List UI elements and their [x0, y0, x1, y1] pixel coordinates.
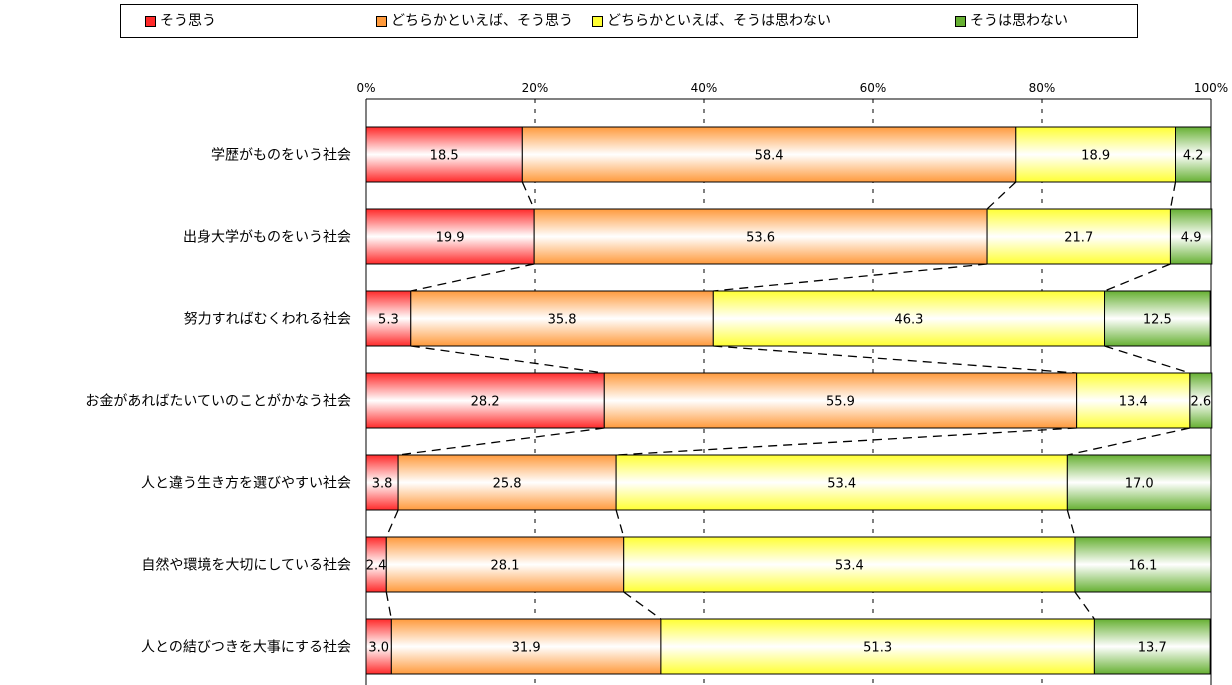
legend-label: どちらかといえば、そう思う — [391, 13, 573, 29]
bar-value-label: 35.8 — [548, 313, 577, 328]
bar-value-label: 28.2 — [471, 395, 500, 410]
bar-value-label: 19.9 — [436, 231, 465, 246]
legend-item-disagree: そうは思わない — [955, 5, 1068, 37]
legend-label: どちらかといえば、そうは思わない — [607, 13, 831, 29]
bar-segment — [410, 290, 714, 347]
category-label: 出身大学がものをいう社会 — [183, 230, 351, 246]
bar-value-label: 13.7 — [1138, 641, 1167, 656]
legend-label: そう思う — [160, 13, 216, 29]
bar-segment — [1076, 372, 1191, 429]
connector-line — [1067, 427, 1191, 456]
bar-segment — [615, 454, 1068, 511]
bar-segment — [365, 618, 392, 675]
bar-value-label: 2.6 — [1191, 395, 1212, 410]
bar-value-label: 17.0 — [1125, 477, 1154, 492]
bar-value-label: 28.1 — [491, 559, 520, 574]
connector-line — [616, 427, 1077, 456]
category-label: 努力すればむくわれる社会 — [184, 312, 351, 328]
category-label: 自然や環境を大切にしている社会 — [141, 557, 351, 574]
bar-segment — [1169, 208, 1213, 265]
connector-line — [986, 181, 1017, 210]
connector-line — [1169, 181, 1177, 210]
bar-value-label: 3.8 — [372, 477, 393, 492]
legend-swatch — [955, 15, 966, 27]
connector-line — [623, 591, 662, 620]
bar-segment — [533, 208, 988, 265]
bar-value-label: 16.1 — [1129, 559, 1158, 574]
bar-value-label: 25.8 — [493, 477, 522, 492]
bar-value-label: 2.4 — [366, 559, 387, 574]
bar-segment — [603, 372, 1078, 429]
connector-line — [398, 427, 605, 456]
x-tick-label: 80% — [1029, 81, 1056, 95]
bar-value-label: 13.4 — [1119, 395, 1148, 410]
x-tick-label: 40% — [691, 81, 718, 95]
bar-value-label: 12.5 — [1143, 313, 1172, 328]
legend-item-strongly-agree: そう思う — [145, 5, 216, 37]
legend-item-somewhat-disagree: どちらかといえば、そうは思わない — [592, 5, 831, 37]
bar-value-label: 53.4 — [835, 559, 864, 574]
x-tick-label: 100% — [1194, 81, 1228, 95]
connector-line — [1104, 263, 1171, 292]
connector-line — [385, 509, 399, 538]
bar-value-label: 55.9 — [826, 395, 855, 410]
bar-segment — [1189, 372, 1213, 429]
connector-line — [713, 345, 1077, 374]
connector-line — [1074, 591, 1095, 620]
connector-line — [385, 591, 392, 620]
bar-segment — [1015, 126, 1177, 183]
bar-value-label: 3.0 — [368, 641, 389, 656]
connector-line — [1104, 345, 1191, 374]
category-label: 人との結びつきを大事にする社会 — [141, 640, 351, 656]
category-label: お金があればたいていのことがかなう社会 — [85, 394, 351, 410]
bar-segment — [660, 618, 1095, 675]
bar-segment — [390, 618, 662, 675]
bar-value-label: 53.6 — [746, 231, 775, 246]
bar-segment — [397, 454, 617, 511]
bar-segment — [1093, 618, 1211, 675]
category-label: 人と違う生き方を選びやすい社会 — [141, 476, 351, 492]
x-tick-label: 0% — [356, 81, 375, 95]
bar-segment — [1104, 290, 1211, 347]
bar-value-label: 4.2 — [1183, 149, 1204, 164]
bar-segment — [385, 536, 625, 593]
x-tick-label: 20% — [522, 81, 549, 95]
bar-segment — [1074, 536, 1212, 593]
bar-segment — [986, 208, 1171, 265]
bar-segment — [365, 372, 605, 429]
connector-line — [713, 263, 988, 292]
bar-segment — [1175, 126, 1212, 183]
connector-line — [615, 509, 625, 538]
connector-line — [410, 345, 605, 374]
legend-swatch — [145, 15, 156, 27]
bar-segment — [623, 536, 1076, 593]
bar-value-label: 58.4 — [755, 149, 784, 164]
bar-segment — [521, 126, 1017, 183]
bar-value-label: 46.3 — [894, 313, 923, 328]
bar-segment — [365, 126, 523, 183]
legend-swatch — [592, 15, 603, 27]
legend-label: そうは思わない — [970, 13, 1068, 29]
connector-line — [1066, 509, 1076, 538]
connector-line — [521, 181, 535, 210]
bar-segment — [365, 454, 399, 511]
bar-value-label: 18.5 — [430, 149, 459, 164]
legend-swatch — [376, 15, 387, 27]
bar-value-label: 53.4 — [827, 477, 856, 492]
x-tick-label: 60% — [860, 81, 887, 95]
bar-segment — [712, 290, 1106, 347]
bar-value-label: 51.3 — [863, 641, 892, 656]
category-label: 学歴がものをいう社会 — [211, 148, 351, 164]
bar-value-label: 31.9 — [512, 641, 541, 656]
bar-value-label: 4.9 — [1181, 231, 1202, 246]
chart-legend: そう思う どちらかといえば、そう思う どちらかといえば、そうは思わない そうは思… — [120, 4, 1138, 38]
bar-value-label: 21.7 — [1064, 231, 1093, 246]
legend-item-somewhat-agree: どちらかといえば、そう思う — [376, 5, 573, 37]
bar-value-label: 18.9 — [1081, 149, 1110, 164]
bar-value-label: 5.3 — [378, 313, 399, 328]
bar-segment — [1066, 454, 1212, 511]
connector-line — [410, 263, 535, 292]
